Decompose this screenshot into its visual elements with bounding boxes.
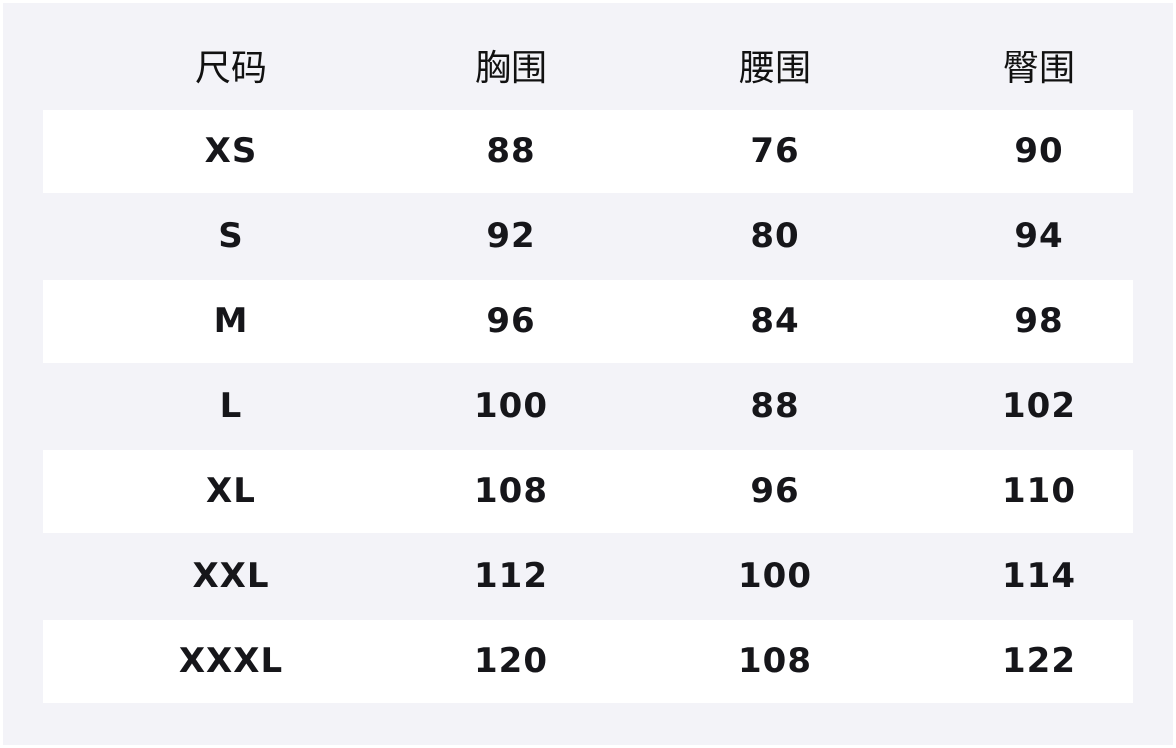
measure-cell: 88 xyxy=(486,131,536,171)
measure-cell: 96 xyxy=(750,471,800,511)
measure-cell: 108 xyxy=(474,471,548,511)
measure-cell: 108 xyxy=(738,641,812,681)
size-cell: L xyxy=(219,386,243,426)
measure-cell: 122 xyxy=(1002,641,1076,681)
table-row: XL 108 96 110 xyxy=(43,450,1133,533)
table-row: S 92 80 94 xyxy=(43,195,1133,280)
measure-cell: 120 xyxy=(474,641,548,681)
size-cell: S xyxy=(218,216,244,256)
table-row: XXL 112 100 114 xyxy=(43,535,1133,620)
size-cell: XL xyxy=(206,471,256,511)
measure-cell: 102 xyxy=(1002,386,1076,426)
size-table: 尺码 胸围 腰围 臀围 XS 88 76 90 S 92 80 94 M 96 84 98 L 100 88 102 X… xyxy=(3,3,1173,745)
measure-cell: 92 xyxy=(486,216,536,256)
measure-cell: 110 xyxy=(1002,471,1076,511)
measure-cell: 84 xyxy=(750,301,800,341)
size-cell: XXL xyxy=(192,556,270,596)
header-cell: 腰围 xyxy=(738,48,812,89)
measure-cell: 98 xyxy=(1014,301,1064,341)
size-cell: XS xyxy=(204,131,258,171)
measure-cell: 100 xyxy=(474,386,548,426)
table-row: XXXL 120 108 122 xyxy=(43,620,1133,703)
measure-cell: 90 xyxy=(1014,131,1064,171)
measure-cell: 96 xyxy=(486,301,536,341)
table-row: XS 88 76 90 xyxy=(43,110,1133,193)
measure-cell: 88 xyxy=(750,386,800,426)
measure-cell: 80 xyxy=(750,216,800,256)
measure-cell: 100 xyxy=(738,556,812,596)
size-cell: XXXL xyxy=(178,641,284,681)
size-cell: M xyxy=(213,301,249,341)
header-row: 尺码 胸围 腰围 臀围 xyxy=(43,27,1133,112)
measure-cell: 94 xyxy=(1014,216,1064,256)
measure-cell: 76 xyxy=(750,131,800,171)
header-cell: 尺码 xyxy=(194,48,268,89)
table-row: M 96 84 98 xyxy=(43,280,1133,363)
measure-cell: 112 xyxy=(474,556,548,596)
header-cell: 臀围 xyxy=(1002,48,1076,89)
table-row: L 100 88 102 xyxy=(43,365,1133,450)
header-cell: 胸围 xyxy=(474,48,548,89)
measure-cell: 114 xyxy=(1002,556,1076,596)
